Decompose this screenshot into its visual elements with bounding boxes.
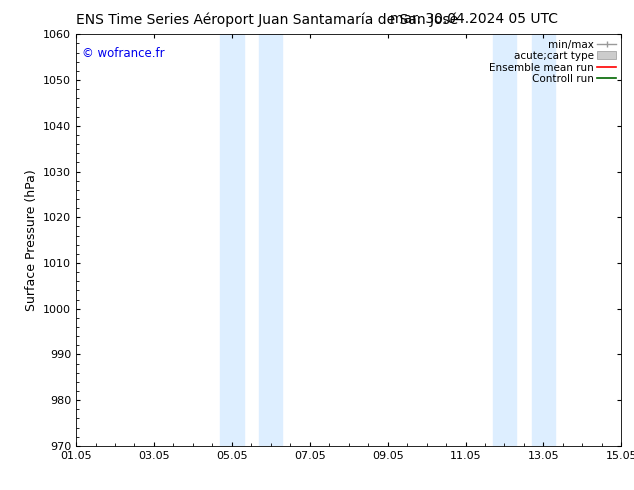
Bar	[259, 34, 283, 446]
Text: ENS Time Series Aéroport Juan Santamaría de San José: ENS Time Series Aéroport Juan Santamaría…	[76, 12, 458, 27]
Legend: min/max, acute;cart type, Ensemble mean run, Controll run: min/max, acute;cart type, Ensemble mean …	[486, 36, 619, 87]
Y-axis label: Surface Pressure (hPa): Surface Pressure (hPa)	[25, 169, 37, 311]
Bar	[493, 34, 516, 446]
Bar	[220, 34, 243, 446]
Text: mar. 30.04.2024 05 UTC: mar. 30.04.2024 05 UTC	[390, 12, 558, 26]
Bar	[532, 34, 555, 446]
Text: © wofrance.fr: © wofrance.fr	[82, 47, 164, 60]
